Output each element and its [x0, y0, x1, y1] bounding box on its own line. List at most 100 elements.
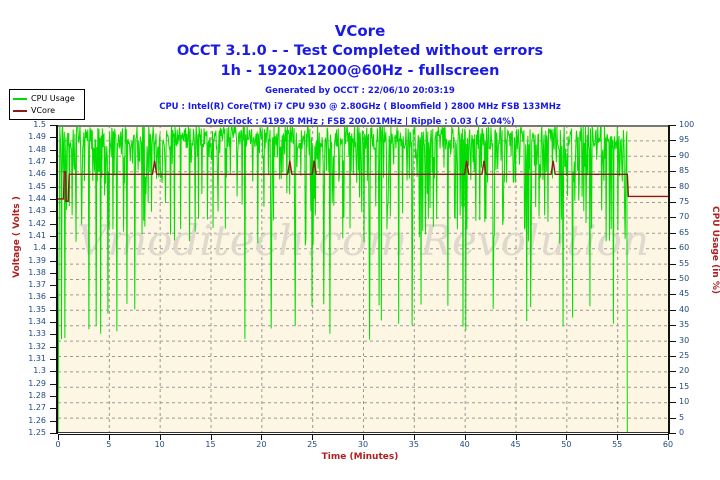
y-axis-right-tick — [669, 140, 676, 142]
x-axis-tick-label: 40 — [459, 440, 470, 449]
y-axis-right-tick-label: 0 — [679, 428, 685, 437]
y-axis-left-tick — [50, 137, 57, 139]
y-axis-left-tick — [50, 322, 57, 324]
y-axis-left-tick-label: 1.42 — [28, 218, 46, 228]
y-axis-left-tick — [50, 125, 57, 126]
y-axis-left-tick-label: 1.25 — [28, 428, 46, 437]
y-axis-right-tick-label: 30 — [679, 335, 690, 345]
plot-top-border — [58, 125, 668, 127]
y-axis-left-tick — [50, 174, 57, 176]
y-axis-right-tick-label: 10 — [679, 397, 690, 407]
x-axis-tick — [617, 435, 619, 440]
x-axis-tick — [108, 435, 110, 440]
y-axis-left-tick-label: 1.34 — [28, 317, 46, 327]
y-axis-left-tick-label: 1.47 — [28, 156, 46, 166]
y-axis-left-tick — [50, 149, 57, 151]
y-axis-left-tick-label: 1.5 — [33, 120, 46, 129]
y-axis-right-tick-label: 65 — [679, 227, 690, 237]
y-axis-right-tick — [669, 279, 676, 280]
y-axis-right-tick — [669, 217, 676, 219]
y-axis-left-tick-label: 1.28 — [28, 391, 46, 401]
x-axis-tick-label: 30 — [357, 440, 369, 449]
y-axis-left-tick — [50, 235, 57, 237]
plot-series — [58, 125, 668, 433]
y-axis-right-tick — [669, 356, 676, 357]
y-axis-left-tick — [50, 396, 57, 398]
y-axis-left-tick-label: 1.26 — [28, 415, 46, 425]
y-axis-right-tick — [669, 294, 676, 296]
y-axis-left-tick-label: 1.49 — [28, 132, 46, 142]
y-axis-right-tick-label: 80 — [679, 181, 690, 191]
y-axis-left-tick — [50, 198, 57, 200]
x-axis-tick — [668, 435, 669, 440]
y-axis-right-tick-label: 90 — [679, 150, 690, 160]
y-axis-left-tick-label: 1.32 — [28, 341, 46, 351]
legend-item-cpu-usage: CPU Usage — [10, 93, 84, 105]
x-axis-tick — [210, 435, 212, 440]
y-axis-right-tick — [669, 340, 676, 342]
y-axis-right-tick-label: 70 — [679, 212, 690, 222]
x-axis-tick-label: 5 — [106, 440, 112, 449]
y-axis-left-tick-label: 1.4 — [33, 243, 46, 253]
line-swatch-icon — [13, 110, 27, 112]
x-axis-tick-label: 45 — [510, 440, 521, 449]
x-axis-tick — [566, 435, 568, 440]
y-axis-left-tick-label: 1.44 — [28, 193, 46, 203]
page-title: VCore — [334, 22, 386, 40]
y-axis-left-tick — [50, 260, 57, 262]
x-axis-line — [58, 434, 669, 435]
y-axis-right-tick — [669, 263, 676, 265]
y-axis-right-tick-label: 50 — [679, 274, 690, 283]
y-axis-left-tick-label: 1.36 — [28, 292, 46, 302]
test-status-line: OCCT 3.1.0 - - Test Completed without er… — [176, 43, 544, 59]
y-axis-left-tick-label: 1.39 — [28, 255, 46, 265]
y-axis-left-tick-label: 1.3 — [33, 366, 46, 376]
y-axis-left-tick-label: 1.48 — [28, 144, 46, 154]
svg-text:Vmoditech.com Revolution: Vmoditech.com Revolution — [77, 216, 649, 265]
y-axis-right-tick-label: 40 — [679, 304, 690, 314]
x-axis-tick — [58, 435, 59, 440]
y-axis-left-tick — [50, 248, 57, 250]
x-axis-tick-label: 25 — [307, 440, 318, 449]
y-axis-right-tick-label: 55 — [679, 258, 690, 268]
overclock-info: Overclock : 4199.8 MHz ; FSB 200.01MHz |… — [205, 117, 515, 127]
line-swatch-icon — [13, 98, 27, 100]
y-axis-left-tick — [50, 186, 57, 188]
y-axis-left-tick — [50, 359, 57, 361]
y-axis-left-line — [56, 125, 58, 434]
x-axis-tick-label: 60 — [662, 440, 674, 449]
x-axis-tick — [464, 435, 466, 440]
plot-bottom-border — [58, 432, 668, 433]
x-axis-tick-label: 20 — [256, 440, 267, 449]
y-axis-left-tick-label: 1.37 — [28, 280, 46, 290]
y-axis-left-tick-label: 1.41 — [28, 230, 46, 240]
y-axis-left-tick — [50, 272, 57, 274]
y-axis-right-tick — [669, 202, 676, 203]
y-axis-right-tick — [669, 371, 676, 373]
y-axis-left-tick — [50, 309, 57, 311]
x-axis-tick-label: 55 — [612, 440, 623, 449]
x-axis-tick — [312, 435, 314, 440]
y-axis-right-tick-label: 25 — [679, 351, 690, 360]
y-axis-left-tick — [50, 161, 57, 163]
y-axis-left-tick — [50, 420, 57, 422]
y-axis-right-title: CPU Usage (in %) — [710, 206, 720, 294]
y-axis-left-tick — [50, 408, 57, 410]
y-axis-left-tick-label: 1.35 — [28, 304, 46, 314]
y-axis-left-tick — [50, 383, 57, 385]
x-axis-tick-label: 15 — [205, 440, 216, 449]
y-axis-left-tick — [50, 346, 57, 348]
y-axis-right-tick — [669, 171, 676, 173]
x-axis-tick-label: 50 — [561, 440, 572, 449]
y-axis-left-tick-label: 1.31 — [28, 354, 46, 364]
y-axis-right-tick — [669, 232, 676, 234]
legend-label-vcore: VCore — [31, 106, 55, 115]
y-axis-right-tick-label: 20 — [679, 366, 690, 376]
y-axis-right-tick-label: 85 — [679, 166, 690, 176]
test-config-line: 1h - 1920x1200@60Hz - fullscreen — [220, 63, 500, 79]
x-axis-tick-label: 10 — [154, 440, 165, 449]
x-axis-title: Time (Minutes) — [321, 452, 399, 462]
y-axis-left-tick-label: 1.45 — [28, 181, 46, 191]
y-axis-left-tick — [50, 211, 57, 213]
